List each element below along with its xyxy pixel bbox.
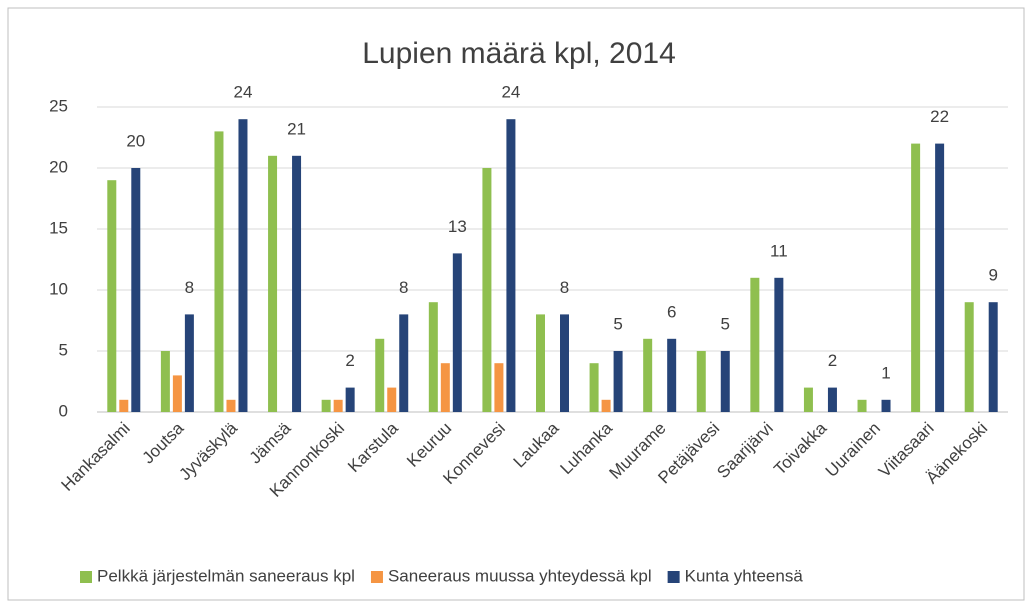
bar (774, 277, 784, 412)
bar (881, 399, 891, 412)
bar (560, 314, 569, 412)
legend-label: Kunta yhteensä (685, 566, 804, 585)
data-label: 20 (126, 131, 145, 150)
bar (321, 399, 331, 412)
bar (131, 168, 141, 412)
bar (226, 399, 236, 412)
bar (345, 387, 355, 412)
bar (452, 253, 462, 412)
data-label: 2 (828, 351, 837, 370)
y-tick-label: 0 (59, 401, 68, 420)
data-label: 6 (667, 302, 676, 321)
data-label: 13 (448, 217, 467, 236)
y-tick-label: 10 (49, 279, 68, 298)
bar (696, 351, 706, 412)
bar (601, 399, 611, 412)
bar (119, 399, 129, 412)
bar (399, 314, 409, 412)
legend-label: Pelkkä järjestelmän saneeraus kpl (97, 566, 355, 585)
bar (214, 131, 224, 412)
bar (440, 363, 450, 412)
data-label: 5 (721, 314, 730, 333)
bar (428, 302, 438, 412)
data-label: 8 (399, 278, 408, 297)
data-label: 9 (988, 266, 997, 285)
legend-swatch (370, 571, 383, 583)
chart-title: Lupien määrä kpl, 2014 (362, 37, 676, 70)
bar (857, 399, 867, 412)
legend-swatch (80, 571, 92, 583)
bar (172, 375, 182, 412)
bar (333, 399, 343, 412)
bar (750, 277, 760, 412)
bar (613, 351, 623, 412)
bar (184, 314, 194, 412)
bar (494, 363, 504, 412)
bar (160, 351, 170, 412)
data-label: 2 (345, 351, 354, 370)
data-label: 1 (881, 363, 890, 382)
bar (911, 143, 921, 412)
data-label: 24 (501, 83, 520, 102)
bar (643, 338, 653, 412)
data-label: 8 (560, 278, 569, 297)
bar (935, 143, 945, 412)
bar (827, 387, 837, 412)
bar (387, 387, 397, 412)
data-label: 21 (287, 119, 306, 138)
legend-swatch (667, 571, 680, 583)
bar (589, 363, 599, 412)
bar (506, 119, 516, 412)
bar (803, 387, 813, 412)
data-label: 5 (613, 314, 622, 333)
y-tick-label: 15 (49, 218, 68, 237)
bar (268, 155, 278, 413)
bar (482, 168, 492, 412)
bar (238, 119, 248, 412)
bar (375, 338, 385, 412)
data-label: 22 (930, 107, 949, 126)
bar (667, 338, 677, 412)
bar (536, 314, 545, 412)
bar (107, 180, 117, 412)
bar (988, 302, 998, 412)
y-tick-label: 20 (49, 157, 68, 176)
legend-label: Saneeraus muussa yhteydessä kpl (388, 566, 652, 585)
bar (964, 302, 974, 412)
bar (292, 155, 302, 413)
y-tick-label: 5 (59, 340, 68, 359)
data-label: 11 (770, 241, 788, 260)
data-label: 24 (234, 83, 253, 102)
y-tick-label: 25 (49, 96, 68, 115)
bar (720, 351, 730, 412)
data-label: 8 (185, 278, 194, 297)
